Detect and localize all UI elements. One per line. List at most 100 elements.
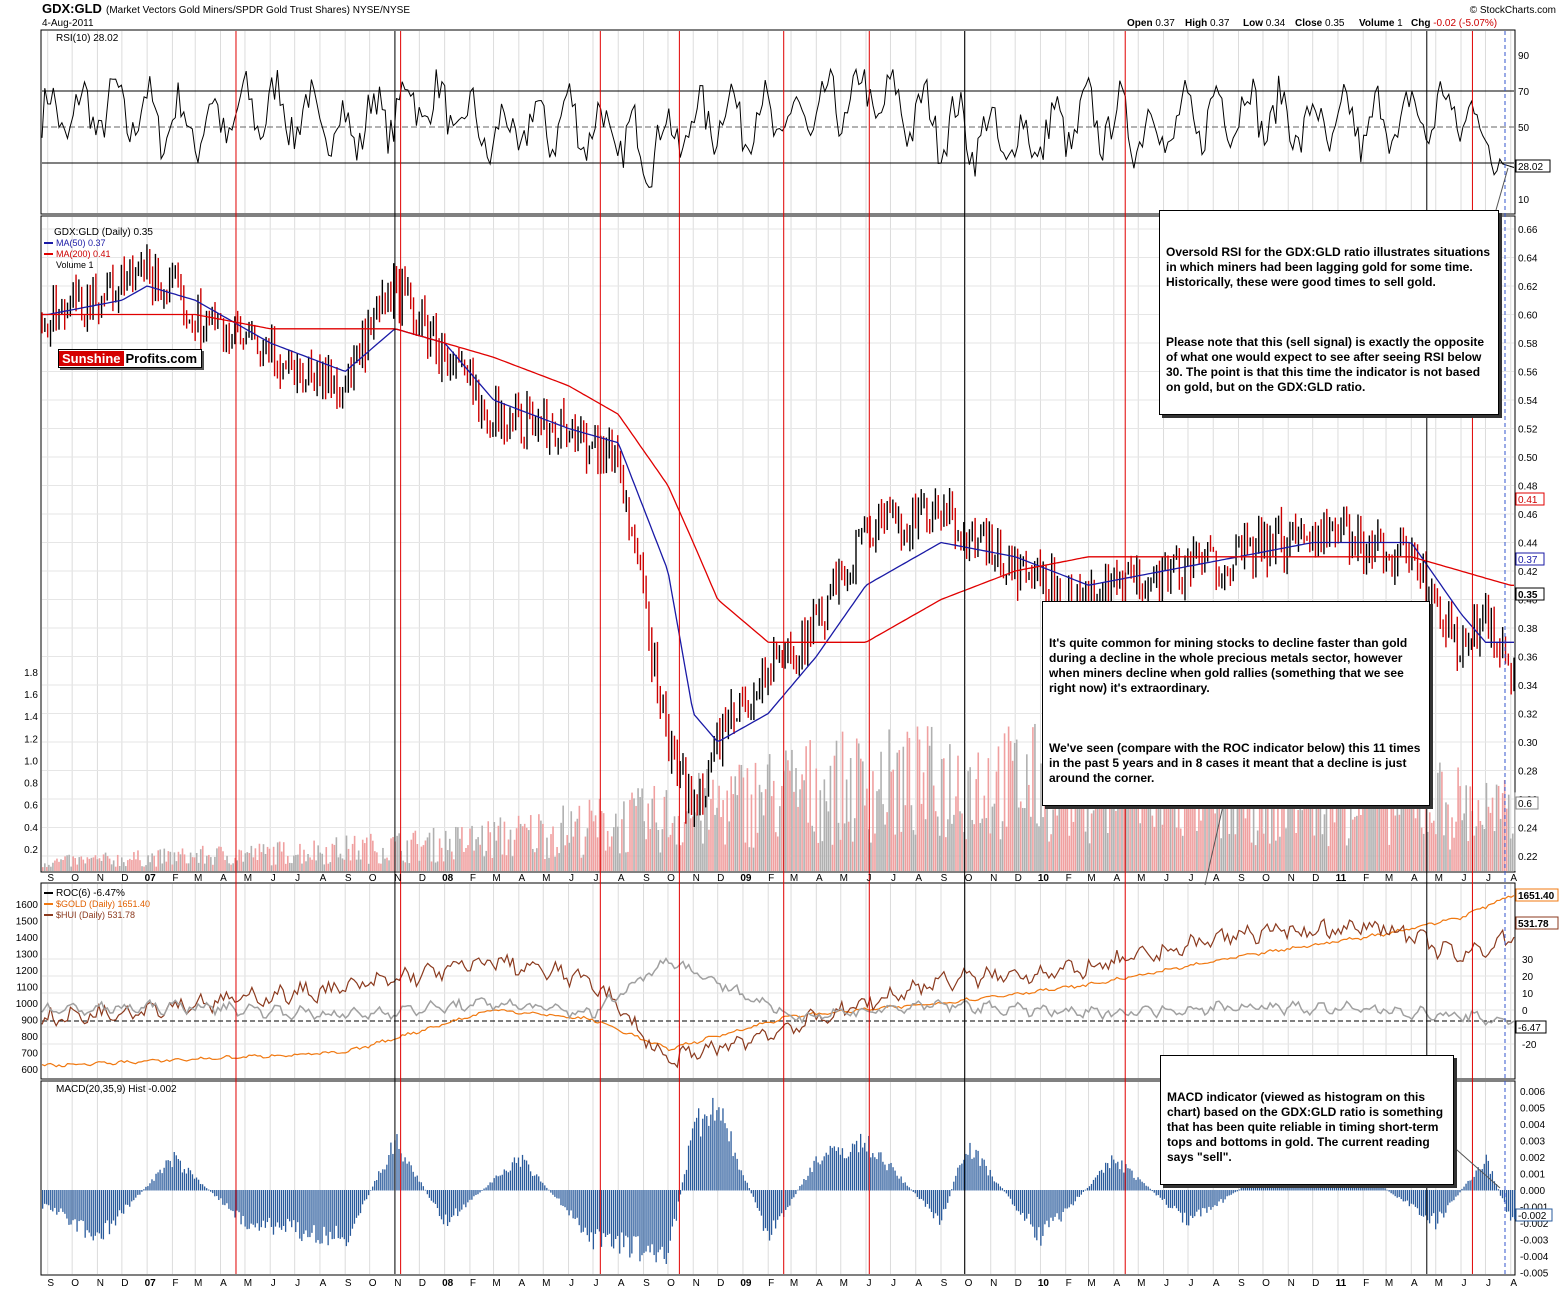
x-tick-label: J — [569, 873, 574, 884]
volume-bar — [374, 851, 376, 871]
volume-bar — [683, 821, 686, 871]
x-tick-label: 10 — [1038, 1278, 1050, 1289]
macd-bar — [1032, 1190, 1034, 1227]
macd-bar — [562, 1190, 564, 1206]
x-tick-label: N — [1288, 1278, 1295, 1289]
macd-bar — [266, 1190, 269, 1223]
quote-label: Low — [1243, 18, 1266, 29]
macd-bar — [108, 1190, 111, 1235]
macd-bar — [807, 1175, 809, 1191]
x-tick-label: S — [643, 1278, 650, 1289]
volume-bar — [1177, 801, 1180, 871]
volume-bar — [345, 835, 348, 871]
quote-label: Volume — [1359, 18, 1397, 29]
macd-bar — [1212, 1190, 1214, 1208]
macd-bar — [222, 1190, 224, 1205]
macd-bar — [1501, 1190, 1504, 1199]
macd-bar — [1410, 1190, 1413, 1204]
volume-bar — [647, 803, 650, 871]
volume-bar — [1094, 780, 1097, 871]
macd-bar — [999, 1186, 1002, 1191]
x-tick-label: S — [643, 873, 650, 884]
macd-bar — [1183, 1190, 1186, 1213]
volume-bar — [444, 830, 447, 871]
volume-bar — [495, 840, 498, 871]
macd-bar — [1040, 1190, 1042, 1246]
macd-bar — [904, 1182, 906, 1191]
volume-bar — [104, 852, 107, 871]
macd-bar — [220, 1190, 222, 1199]
volume-bar — [76, 864, 79, 871]
volume-bar — [297, 854, 299, 871]
macd-bar — [536, 1174, 538, 1191]
volume-bar — [282, 842, 285, 871]
macd-bar — [1507, 1190, 1510, 1212]
volume-bar — [702, 843, 704, 871]
volume-bar — [1113, 772, 1115, 871]
volume-bar — [1418, 776, 1421, 871]
macd-bar — [1226, 1190, 1228, 1197]
volume-bar — [934, 811, 937, 871]
volume-bar — [1262, 833, 1265, 871]
macd-bar — [1109, 1168, 1111, 1191]
macd-bar — [1157, 1190, 1159, 1196]
rsi-panel — [40, 29, 1516, 215]
macd-annotation: MACD indicator (viewed as histogram on t… — [1160, 1055, 1454, 1185]
macd-bar — [685, 1169, 688, 1191]
volume-bar — [661, 829, 664, 871]
macd-bar — [1017, 1190, 1020, 1212]
macd-bar — [424, 1189, 426, 1191]
macd-bar — [1469, 1180, 1471, 1191]
x-tick-label: F — [470, 1278, 476, 1289]
macd-bar — [851, 1143, 854, 1191]
macd-bar — [475, 1190, 477, 1195]
macd-bar — [762, 1190, 765, 1231]
macd-bar — [884, 1164, 886, 1191]
macd-bar — [88, 1190, 90, 1233]
roc-badge: -6.47 — [1515, 1020, 1547, 1034]
x-tick-label: D — [121, 1278, 128, 1289]
volume-bar — [951, 823, 953, 871]
macd-bar — [1216, 1190, 1218, 1207]
volume-bar — [1380, 754, 1382, 871]
volume-bar — [1358, 795, 1360, 871]
macd-bar — [1230, 1190, 1232, 1195]
volume-bar — [1147, 772, 1150, 871]
macd-bar — [274, 1190, 277, 1227]
volume-bar — [1185, 752, 1188, 871]
macd-bar — [841, 1148, 844, 1191]
macd-bar — [1489, 1173, 1492, 1191]
volume-bar — [1026, 754, 1028, 871]
macd-bar — [1062, 1190, 1064, 1213]
volume-bar — [64, 856, 66, 871]
roc-left-tick: 1600 — [16, 900, 39, 911]
macd-bar — [1439, 1190, 1441, 1212]
macd-bar — [570, 1190, 572, 1211]
volume-bar — [359, 859, 362, 871]
macd-bar — [1224, 1190, 1226, 1200]
macd-bar — [1119, 1169, 1121, 1191]
volume-bar — [789, 770, 791, 871]
macd-bar — [118, 1190, 121, 1211]
volume-bar — [673, 816, 676, 871]
macd-bar — [428, 1190, 431, 1198]
volume-tick: 0.6 — [24, 801, 38, 812]
x-tick-label: S — [941, 873, 948, 884]
macd-bar — [453, 1190, 455, 1216]
macd-bar — [396, 1134, 398, 1191]
macd-bar — [248, 1190, 250, 1229]
volume-bar — [947, 819, 949, 871]
macd-bar — [1028, 1190, 1030, 1214]
price-tick: 0.24 — [1518, 824, 1538, 835]
macd-bar — [511, 1162, 514, 1191]
volume-bar — [805, 746, 807, 871]
volume-bar — [347, 848, 350, 871]
volume-bar — [88, 858, 91, 871]
volume-bar — [1382, 742, 1384, 871]
macd-bar — [199, 1183, 202, 1191]
macd-tick: 0.006 — [1520, 1087, 1545, 1098]
volume-bar — [1305, 771, 1308, 871]
macd-bar — [813, 1160, 815, 1191]
macd-bar — [509, 1170, 512, 1191]
volume-bar — [363, 843, 366, 871]
